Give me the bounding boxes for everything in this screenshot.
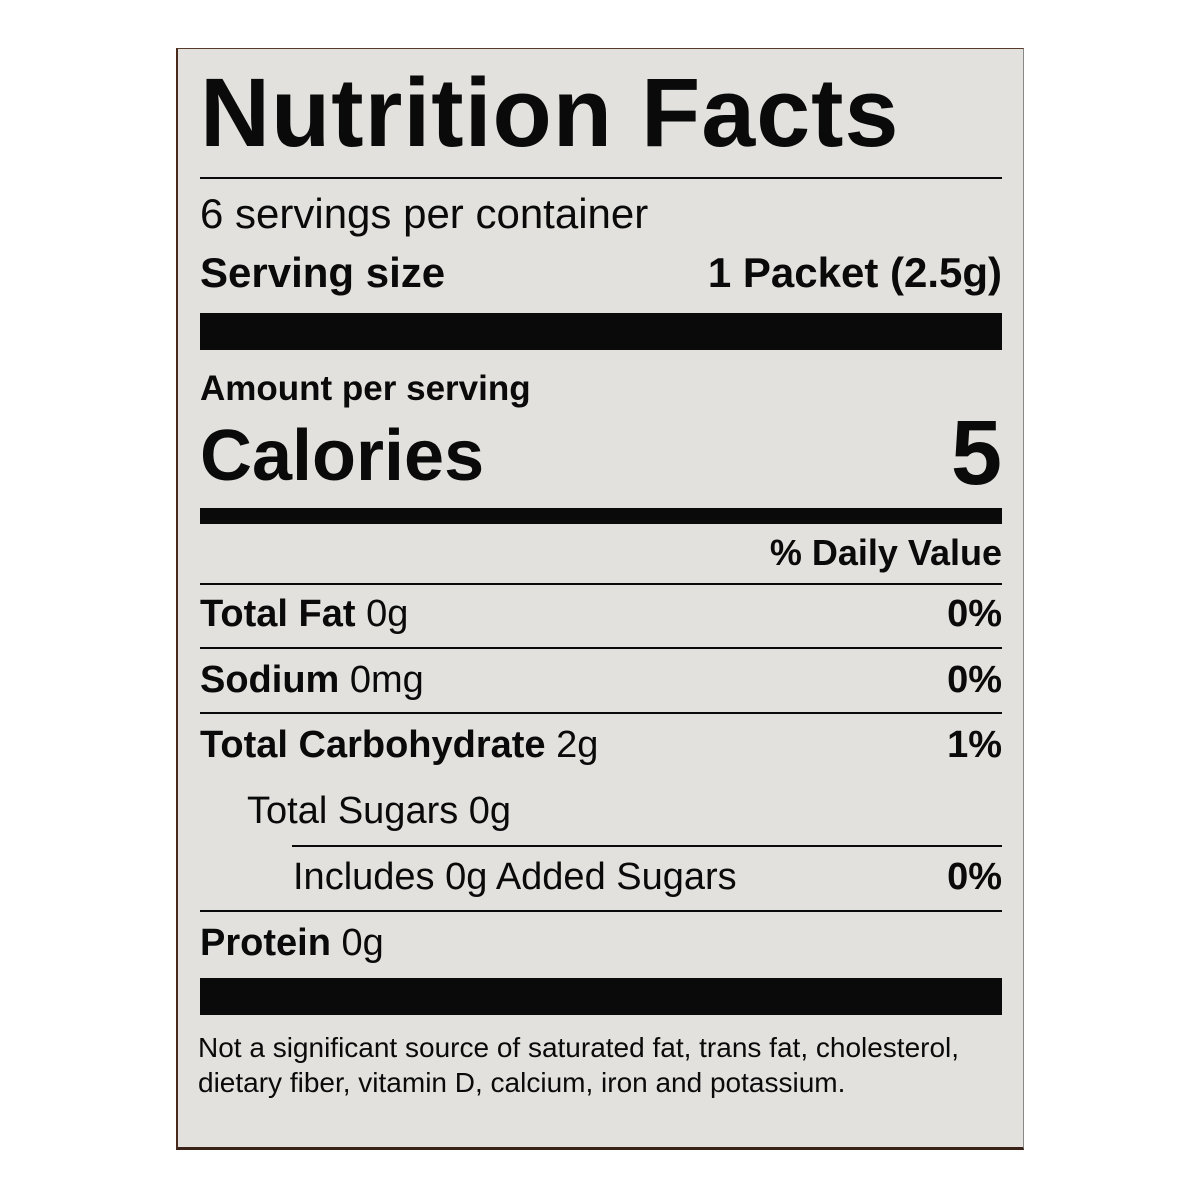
nutrient-amount: 0mg — [349, 659, 424, 701]
footnote: Not a significant source of saturated fa… — [198, 1032, 960, 1098]
nutrient-row-added-sugars: Includes 0g Added Sugars 0% — [200, 853, 1002, 901]
amount-per-serving: Amount per serving — [200, 369, 531, 408]
nutrient-dv: 0% — [947, 659, 1002, 701]
nutrient-row-total-sugars: Total Sugars 0g — [200, 787, 1002, 835]
nutrient-dv: 0% — [947, 856, 1002, 898]
medium-divider — [200, 508, 1002, 524]
divider — [200, 712, 1002, 714]
nutrient-name: Includes 0g Added Sugars — [293, 856, 737, 898]
nutrient-amount: 0g — [366, 593, 409, 635]
serving-size-label: Serving size — [200, 249, 446, 296]
nutrient-name: Protein — [200, 922, 331, 964]
nutrient-dv: 1% — [947, 724, 1002, 766]
nutrient-row-total-carbohydrate: Total Carbohydrate 2g 1% — [200, 721, 1002, 769]
divider — [292, 845, 1002, 847]
thick-divider — [200, 978, 1002, 1015]
serving-size-value: 1 Packet (2.5g) — [707, 249, 1002, 296]
nutrient-name: Total Carbohydrate — [200, 724, 546, 766]
label-title: Nutrition Facts — [200, 58, 900, 167]
calories-value: 5 — [950, 402, 1002, 504]
divider — [200, 583, 1002, 585]
divider — [200, 910, 1002, 912]
servings-per-container: 6 servings per container — [200, 190, 649, 237]
calories-label: Calories — [200, 416, 485, 496]
thick-divider — [200, 313, 1002, 350]
nutrient-dv: 0% — [947, 593, 1002, 635]
nutrient-name: Total Fat — [200, 593, 356, 635]
nutrient-row-protein: Protein 0g — [200, 919, 1002, 967]
divider — [200, 647, 1002, 649]
nutrient-amount: 0g — [341, 922, 384, 964]
nutrient-name: Sodium — [200, 659, 340, 701]
daily-value-header: % Daily Value — [769, 532, 1002, 573]
nutrient-name: Total Sugars 0g — [247, 790, 512, 832]
nutrient-row-total-fat: Total Fat 0g 0% — [200, 590, 1002, 638]
divider — [200, 177, 1002, 179]
nutrient-row-sodium: Sodium 0mg 0% — [200, 656, 1002, 704]
nutrition-label-panel — [176, 48, 1024, 1150]
nutrient-amount: 2g — [556, 724, 599, 766]
